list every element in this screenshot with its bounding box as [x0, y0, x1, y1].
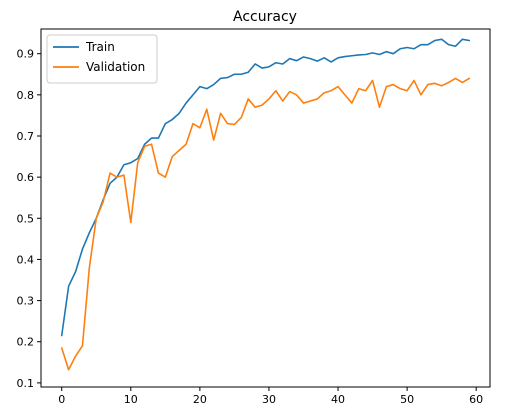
chart-title: Accuracy	[233, 9, 297, 25]
y-tick-label: 0.1	[17, 377, 35, 390]
x-tick-label: 30	[262, 393, 276, 406]
y-tick-label: 0.6	[17, 171, 35, 184]
series-line-train	[60, 38, 471, 337]
x-tick-label: 40	[331, 393, 345, 406]
series-line-validation	[60, 77, 471, 371]
x-tick-label: 10	[124, 393, 138, 406]
y-tick-label: 0.3	[17, 295, 35, 308]
y-axis: 0.1 0.2 0.3 0.4 0.5 0.6 0.7 0.8 0.9	[17, 48, 41, 390]
legend-label-train: Train	[85, 40, 115, 54]
axes-frame	[40, 28, 491, 388]
y-tick-label: 0.5	[17, 212, 35, 225]
x-tick-label: 50	[400, 393, 414, 406]
x-tick-label: 60	[469, 393, 483, 406]
y-tick-label: 0.9	[17, 48, 35, 61]
y-tick-label: 0.8	[17, 89, 35, 102]
y-tick-label: 0.7	[17, 130, 35, 143]
legend: Train Validation	[46, 34, 158, 84]
plot-area	[60, 38, 471, 371]
x-tick-label: 20	[193, 393, 207, 406]
y-tick-label: 0.2	[17, 336, 35, 349]
y-tick-label: 0.4	[17, 253, 35, 266]
x-tick-label: 0	[58, 393, 65, 406]
x-axis: 0 10 20 30 40 50 60	[58, 387, 483, 406]
legend-label-validation: Validation	[86, 60, 145, 74]
